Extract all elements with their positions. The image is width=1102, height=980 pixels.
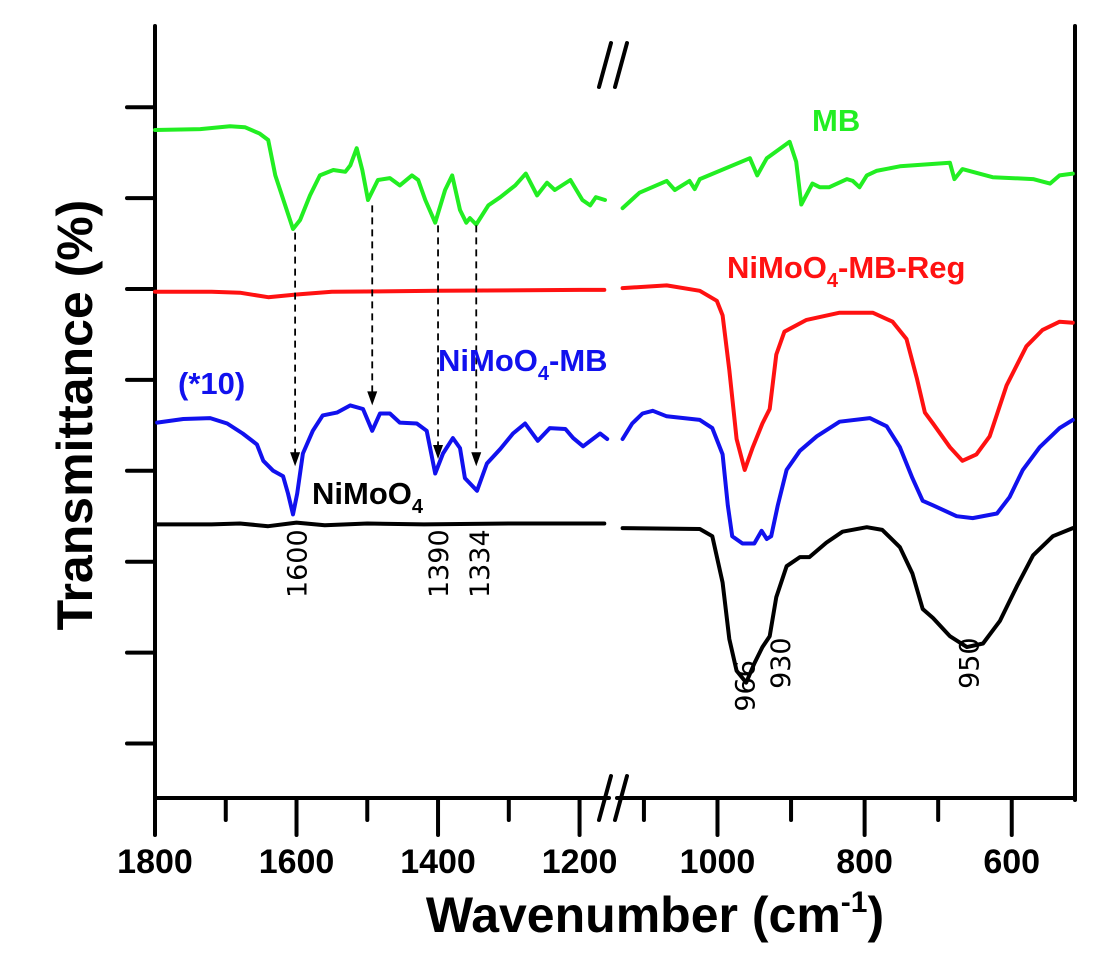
peak-label: 1334 (465, 529, 496, 598)
peak-label: 1600 (283, 529, 314, 598)
arrow-head-icon (367, 391, 378, 406)
arrow-head-icon (471, 452, 482, 467)
series-line-nimoo4-mb-right (620, 408, 1075, 546)
x-axis-title-main: Wavenumber (cm (426, 887, 841, 943)
y-axis-title: Transmittance (%) (47, 200, 103, 631)
x-tick-label: 1000 (680, 843, 756, 881)
x-axis-title-end: ) (867, 887, 884, 943)
series-line-nimoo4-mb-left (155, 403, 610, 517)
scale-note-label: (*10) (178, 366, 245, 401)
peak-label: 930 (766, 637, 797, 689)
series-line-nimoo4-right (620, 525, 1075, 685)
series-label-mb: MB (812, 103, 860, 138)
x-tick-label: 600 (983, 843, 1040, 881)
series-line-mb-right (620, 139, 1075, 211)
x-tick-label: 1400 (400, 843, 476, 881)
series-label-nimoo4-mb-reg: NiMoO4-MB-Reg (727, 250, 965, 292)
series-line-mb-left (153, 124, 607, 231)
axis-break-mark-top-a (597, 41, 613, 89)
x-tick-label: 1800 (117, 843, 193, 881)
axis-break-mark-top-b (613, 41, 629, 89)
series-label-nimoo4-mb: NiMoO4-MB (438, 343, 608, 385)
series-line-nimoo4-mb-reg-left (153, 287, 607, 300)
series-line-nimoo4-mb-reg-right (620, 283, 1075, 472)
x-tick-label: 1200 (542, 843, 618, 881)
curves (153, 124, 1075, 685)
peak-label: 950 (954, 637, 985, 689)
arrows (290, 205, 482, 467)
x-axis-title-sup: -1 (841, 886, 868, 919)
peak-label: 966 (731, 660, 762, 712)
x-axis-title: Wavenumber (cm-1) (426, 886, 884, 943)
axis-break-mark-bottom-a (597, 774, 613, 822)
x-tick-label: 1600 (259, 843, 335, 881)
series-line-nimoo4-left (153, 520, 607, 529)
peak-label: 1390 (424, 529, 455, 598)
x-tick-label: 800 (836, 843, 893, 881)
labels: 1600 1390 1334 966 930 950 (283, 529, 986, 711)
arrow-head-icon (433, 444, 444, 459)
axis-break-mark-bottom-b (613, 774, 629, 822)
arrow-head-icon (290, 452, 301, 467)
axes: 1800 1600 1400 1200 1000 800 600 (117, 24, 1077, 881)
series-label-nimoo4: NiMoO4 (312, 476, 424, 518)
